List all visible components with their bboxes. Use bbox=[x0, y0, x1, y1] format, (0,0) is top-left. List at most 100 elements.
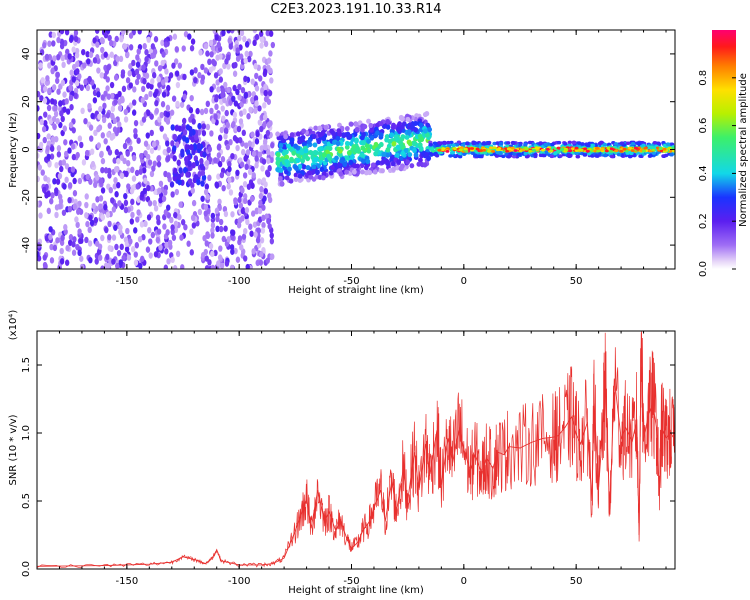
heatmap-cell bbox=[323, 124, 329, 131]
heatmap-cell bbox=[269, 238, 275, 245]
heatmap-cell bbox=[329, 164, 335, 171]
heatmap-cell bbox=[352, 163, 358, 169]
heatmap-cell bbox=[245, 149, 251, 156]
heatmap-cell bbox=[445, 149, 450, 153]
y-tick-label: 40 bbox=[21, 48, 32, 61]
heatmap-cell bbox=[91, 202, 96, 210]
heatmap-cell bbox=[244, 163, 249, 171]
heatmap-cell bbox=[326, 141, 332, 147]
heatmap-cell bbox=[185, 124, 191, 131]
heatmap-cell bbox=[244, 142, 249, 149]
heatmap-cell bbox=[391, 160, 396, 167]
heatmap-cell bbox=[68, 84, 73, 91]
heatmap-cell bbox=[267, 196, 273, 204]
heatmap-cell bbox=[159, 111, 164, 119]
heatmap-cell bbox=[395, 126, 401, 133]
heatmap-cell bbox=[69, 104, 74, 111]
heatmap-cell bbox=[373, 141, 379, 148]
heatmap-cell bbox=[134, 68, 140, 76]
heatmap-cell bbox=[37, 152, 40, 159]
heatmap-cell bbox=[55, 237, 60, 244]
heatmap-cell bbox=[257, 207, 263, 215]
heatmap-cell bbox=[432, 141, 438, 146]
heatmap-cell bbox=[656, 141, 661, 146]
heatmap-cell bbox=[587, 151, 592, 156]
heatmap-cell bbox=[263, 89, 268, 97]
heatmap-cell bbox=[418, 122, 424, 128]
heatmap-cell bbox=[144, 56, 149, 63]
heatmap-cell bbox=[93, 181, 98, 189]
heatmap-cell bbox=[506, 141, 511, 145]
heatmap-cell bbox=[133, 227, 138, 234]
heatmap-cell bbox=[107, 34, 112, 42]
heatmap-cell bbox=[619, 149, 624, 153]
heatmap-cell bbox=[242, 35, 247, 43]
heatmap-cell bbox=[316, 138, 322, 145]
heatmap-cell bbox=[413, 120, 418, 127]
heatmap-cell bbox=[262, 102, 267, 109]
heatmap-cell bbox=[394, 153, 400, 159]
heatmap-cell bbox=[404, 134, 410, 140]
heatmap-cell bbox=[43, 175, 48, 182]
heatmap-cell bbox=[60, 234, 65, 242]
heatmap-cell bbox=[164, 248, 169, 255]
snr-x-axis: -150 -100 -50 0 50 bbox=[36, 331, 667, 587]
heatmap-cell bbox=[166, 204, 171, 211]
heatmap-cell bbox=[243, 92, 248, 99]
heatmap-cell bbox=[107, 172, 112, 179]
heatmap-cell bbox=[156, 76, 161, 83]
heatmap-cell bbox=[214, 96, 219, 103]
heatmap-cell bbox=[208, 39, 214, 47]
heatmap-cell bbox=[250, 210, 256, 217]
heatmap-cell bbox=[293, 143, 298, 149]
heatmap-cell bbox=[477, 154, 482, 159]
heatmap-cell bbox=[238, 118, 244, 125]
heatmap-cell bbox=[87, 240, 93, 247]
heatmap-cell bbox=[81, 159, 87, 166]
heatmap-cell bbox=[189, 69, 195, 76]
heatmap-cell bbox=[100, 46, 105, 54]
heatmap-cell bbox=[108, 186, 113, 194]
heatmap-cell bbox=[117, 104, 123, 112]
x-tick-label: 50 bbox=[570, 576, 583, 587]
heatmap-cell bbox=[107, 122, 112, 129]
heatmap-cell bbox=[113, 224, 118, 231]
heatmap-cell bbox=[182, 93, 187, 100]
heatmap-cell bbox=[543, 142, 548, 147]
heatmap-cell bbox=[307, 170, 313, 176]
heatmap-cell bbox=[541, 148, 546, 152]
heatmap-cell bbox=[240, 207, 246, 215]
heatmap-cell bbox=[670, 146, 675, 150]
heatmap-cell bbox=[164, 68, 169, 75]
heatmap-cell bbox=[214, 182, 220, 189]
heatmap-cell bbox=[348, 159, 354, 165]
heatmap-cell bbox=[121, 85, 127, 93]
heatmap-cell bbox=[253, 63, 258, 70]
heatmap-cell bbox=[205, 100, 211, 108]
heatmap-cell bbox=[366, 118, 371, 124]
heatmap-cell bbox=[261, 214, 266, 222]
heatmap-cell bbox=[72, 190, 78, 197]
heatmap-cell bbox=[396, 159, 402, 165]
heatmap-cell bbox=[284, 154, 290, 160]
heatmap-cell bbox=[218, 218, 224, 226]
heatmap-cell bbox=[136, 137, 141, 144]
heatmap-cell bbox=[373, 151, 379, 157]
heatmap-cell bbox=[301, 128, 307, 134]
y-tick-label: 1.0 bbox=[21, 425, 32, 441]
heatmap-cell bbox=[291, 150, 297, 156]
heatmap-cell bbox=[103, 167, 109, 174]
heatmap-cell bbox=[147, 200, 153, 207]
heatmap-cell bbox=[172, 155, 177, 162]
heatmap-cell bbox=[238, 202, 244, 209]
heatmap-cell bbox=[47, 87, 52, 95]
heatmap-cell bbox=[239, 30, 245, 37]
heatmap-cell bbox=[114, 35, 119, 43]
heatmap-cell bbox=[434, 153, 440, 158]
heatmap-cell bbox=[199, 108, 205, 116]
heatmap-cell bbox=[58, 100, 63, 107]
heatmap-cell bbox=[262, 113, 268, 121]
heatmap-cell bbox=[413, 152, 419, 158]
heatmap-cell bbox=[64, 98, 69, 105]
heatmap-cell bbox=[235, 88, 240, 96]
